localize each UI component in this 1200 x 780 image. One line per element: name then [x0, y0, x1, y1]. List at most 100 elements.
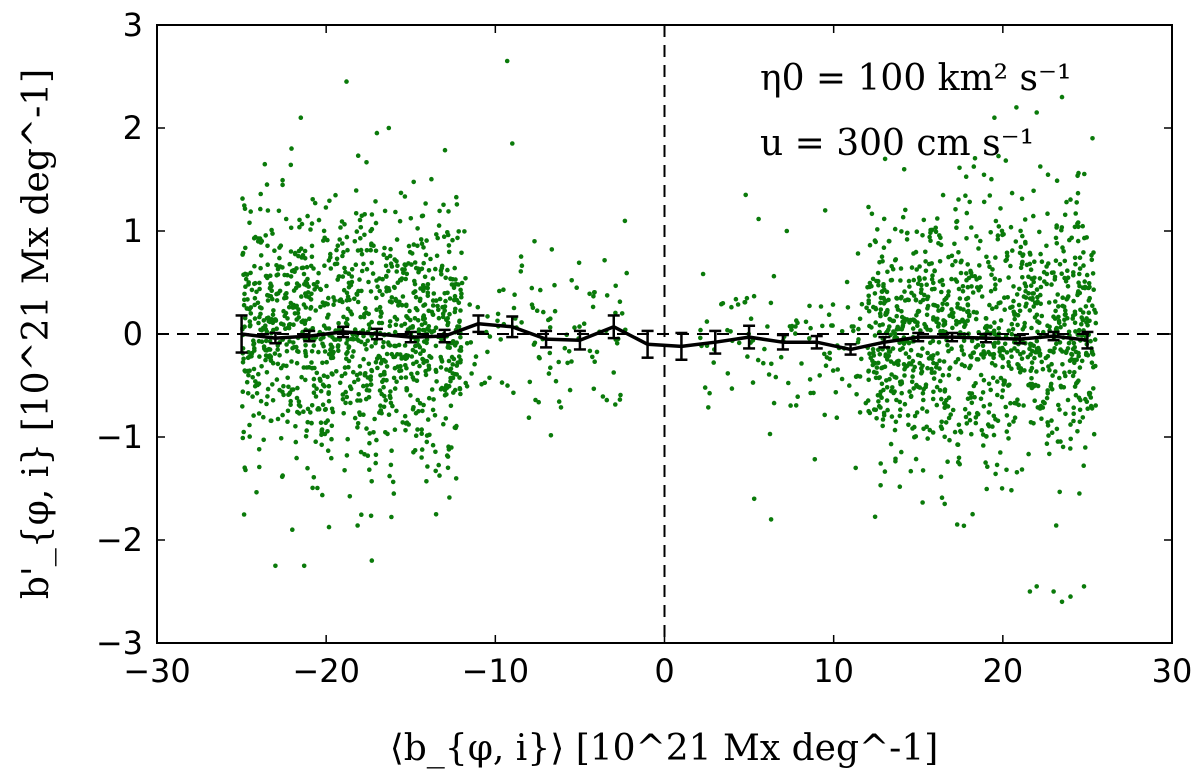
scatter-point	[309, 360, 314, 365]
scatter-point	[1028, 352, 1033, 357]
scatter-point	[931, 280, 936, 286]
scatter-point	[962, 363, 967, 369]
scatter-point	[910, 326, 916, 331]
scatter-point	[398, 368, 404, 373]
scatter-point	[994, 462, 1000, 468]
scatter-point	[447, 311, 452, 317]
scatter-point	[876, 403, 882, 409]
scatter-point	[305, 213, 310, 219]
scatter-point	[280, 182, 285, 188]
scatter-point	[992, 320, 997, 325]
scatter-point	[1062, 312, 1068, 318]
scatter-point	[576, 260, 582, 266]
scatter-point	[274, 273, 280, 278]
scatter-point	[405, 327, 411, 332]
scatter-point	[1050, 373, 1055, 378]
scatter-point	[292, 250, 298, 256]
scatter-point	[587, 291, 592, 297]
scatter-point	[974, 234, 979, 239]
scatter-point	[431, 291, 437, 296]
scatter-point	[1000, 364, 1005, 370]
scatter-point	[420, 283, 426, 288]
scatter-point	[445, 230, 450, 235]
scatter-point	[1023, 288, 1028, 294]
scatter-point	[441, 234, 447, 239]
scatter-point	[591, 294, 596, 299]
scatter-point	[293, 424, 298, 429]
scatter-point	[886, 353, 892, 359]
scatter-point	[930, 273, 935, 278]
scatter-point	[452, 265, 458, 271]
scatter-point	[352, 239, 358, 244]
scatter-point	[987, 402, 993, 407]
scatter-point	[960, 284, 966, 289]
error-bar	[776, 333, 789, 351]
scatter-point	[997, 346, 1003, 351]
scatter-point	[881, 410, 887, 416]
scatter-point	[367, 440, 372, 446]
scatter-point	[864, 305, 869, 311]
scatter-point	[415, 226, 420, 231]
scatter-point	[1081, 250, 1086, 255]
scatter-point	[1012, 346, 1017, 351]
scatter-point	[302, 248, 308, 254]
scatter-point	[751, 293, 757, 299]
scatter-point	[978, 372, 984, 378]
scatter-point	[277, 245, 282, 250]
scatter-point	[926, 356, 932, 361]
scatter-point	[937, 388, 943, 393]
scatter-point	[320, 360, 325, 366]
scatter-point	[459, 250, 464, 256]
scatter-point	[398, 352, 403, 357]
scatter-point	[924, 312, 930, 318]
scatter-point	[940, 372, 946, 378]
scatter-point	[345, 337, 351, 343]
scatter-point	[364, 248, 370, 253]
error-bar	[370, 327, 383, 341]
scatter-point	[365, 375, 371, 380]
scatter-point	[953, 207, 958, 212]
scatter-point	[394, 298, 400, 304]
scatter-point	[981, 172, 987, 178]
scatter-point	[1093, 320, 1099, 326]
scatter-point	[622, 218, 628, 224]
scatter-point	[442, 291, 448, 296]
scatter-point	[590, 304, 596, 310]
scatter-point	[308, 297, 314, 302]
scatter-point	[329, 455, 334, 461]
scatter-point	[1062, 258, 1068, 264]
scatter-point	[280, 265, 285, 270]
scatter-point	[1077, 407, 1083, 413]
scatter-point	[337, 337, 343, 342]
scatter-point	[922, 292, 927, 298]
scatter-point	[1049, 361, 1054, 367]
scatter-point	[318, 337, 324, 342]
scatter-point	[917, 277, 922, 283]
scatter-point	[979, 428, 985, 433]
scatter-point	[1004, 429, 1010, 434]
scatter-point	[1008, 400, 1013, 406]
scatter-point	[433, 369, 439, 375]
scatter-point	[617, 397, 623, 402]
scatter-point	[1002, 295, 1007, 301]
scatter-point	[248, 270, 253, 276]
scatter-point	[1058, 439, 1063, 444]
scatter-point	[989, 272, 994, 278]
scatter-point	[899, 229, 904, 234]
scatter-point	[871, 350, 876, 355]
scatter-point	[962, 406, 968, 412]
scatter-point	[887, 324, 892, 329]
scatter-point	[430, 442, 436, 448]
scatter-point	[725, 371, 731, 376]
scatter-point	[408, 393, 413, 398]
scatter-point	[240, 404, 245, 409]
scatter-point	[1051, 350, 1056, 355]
scatter-point	[547, 325, 553, 330]
scatter-point	[392, 386, 398, 391]
scatter-point	[991, 351, 997, 357]
scatter-point	[241, 429, 246, 435]
scatter-point	[501, 287, 506, 293]
scatter-point	[940, 301, 945, 307]
scatter-point	[1076, 170, 1081, 176]
scatter-point	[510, 141, 515, 146]
